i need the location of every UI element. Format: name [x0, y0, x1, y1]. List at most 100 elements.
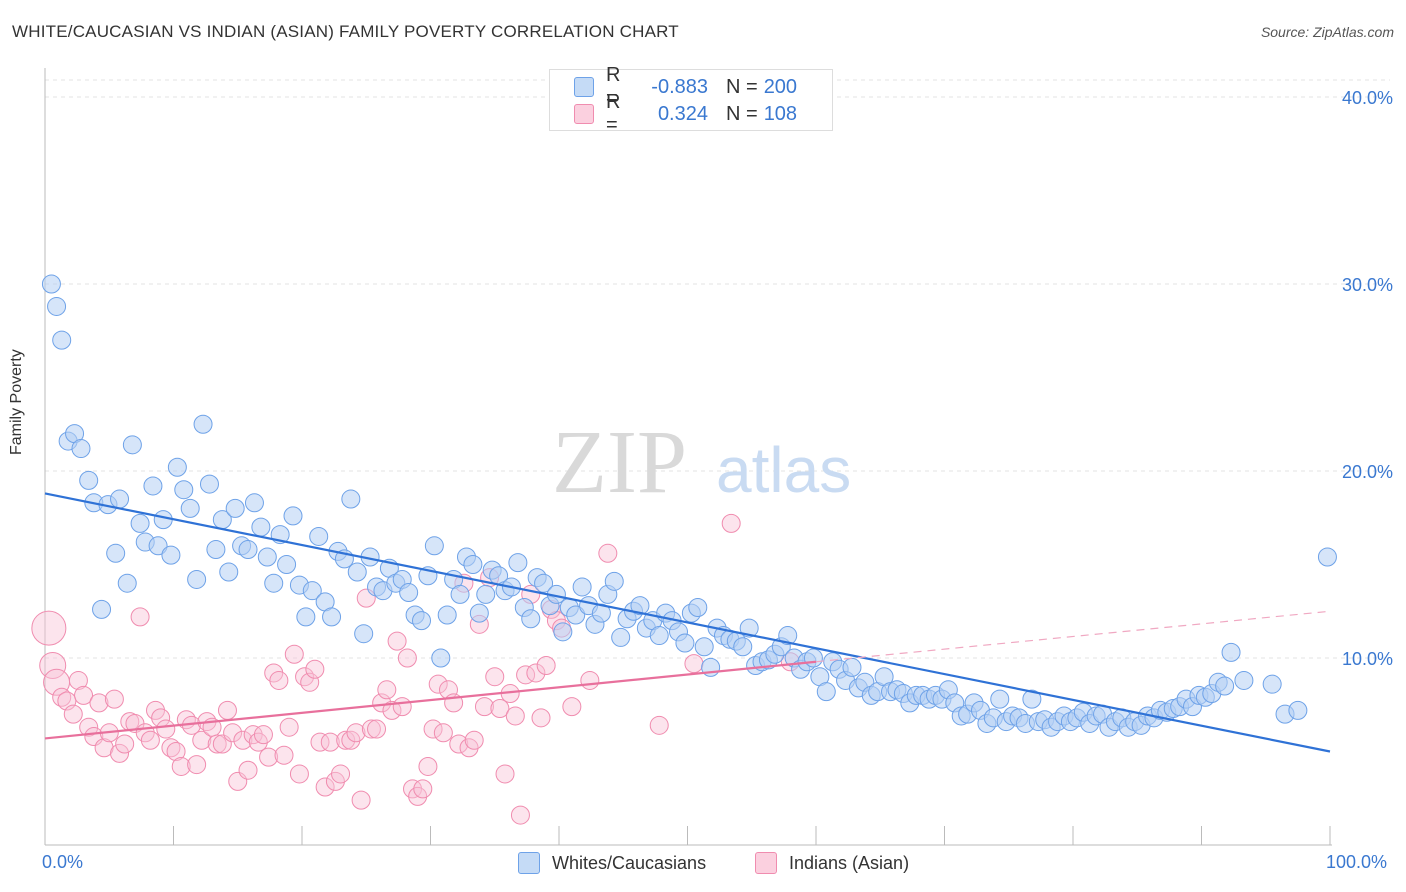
data-point	[238, 540, 258, 560]
y-tick-labels: 10.0% 20.0% 30.0% 40.0%	[1342, 88, 1393, 669]
data-point	[130, 513, 150, 533]
data-point	[217, 700, 237, 720]
data-point	[351, 790, 371, 810]
data-point	[284, 644, 304, 664]
data-point	[47, 296, 67, 316]
series-indians-points	[31, 513, 800, 825]
data-point	[675, 633, 695, 653]
data-point	[140, 730, 160, 750]
legend-label-indians: Indians (Asian)	[789, 852, 910, 873]
data-point	[223, 723, 243, 743]
watermark-atlas: atlas	[716, 434, 851, 506]
data-point	[778, 626, 798, 646]
data-point	[193, 414, 213, 434]
data-point	[305, 659, 325, 679]
data-point	[399, 583, 419, 603]
data-point	[156, 719, 176, 739]
data-point	[361, 719, 381, 739]
legend-row-indians: R = 0.324 N = 108	[574, 91, 797, 136]
data-point	[122, 435, 142, 455]
legend-item-whites: Whites/Caucasians	[518, 852, 706, 874]
data-point	[207, 734, 227, 754]
data-point	[387, 631, 407, 651]
legend-r-label: R =	[606, 64, 621, 109]
data-point	[1317, 547, 1337, 567]
data-point	[526, 663, 546, 683]
data-point	[428, 674, 448, 694]
data-point	[684, 654, 704, 674]
x-tick-label-max: 100.0%	[1326, 852, 1388, 872]
data-point	[649, 626, 669, 646]
trend-line-extension	[815, 610, 1331, 663]
data-point	[392, 697, 412, 717]
data-point	[143, 476, 163, 496]
data-point	[562, 697, 582, 717]
data-point	[161, 738, 181, 758]
data-point	[68, 670, 88, 690]
series-whites-points	[41, 274, 1337, 737]
data-point	[423, 719, 443, 739]
data-point	[92, 599, 112, 619]
data-point	[238, 760, 258, 780]
chart-title: WHITE/CAUCASIAN VS INDIAN (ASIAN) FAMILY…	[12, 22, 679, 41]
y-tick-label: 10.0%	[1342, 649, 1393, 669]
y-tick-label: 30.0%	[1342, 275, 1393, 295]
data-point	[424, 536, 444, 556]
legend-swatch-indians	[574, 104, 594, 124]
data-point	[463, 555, 483, 574]
data-point	[566, 605, 586, 625]
gridlines	[45, 79, 1390, 659]
data-point	[842, 657, 862, 677]
data-point	[382, 700, 402, 720]
data-point	[310, 732, 330, 752]
y-tick-label: 40.0%	[1342, 88, 1393, 108]
data-point	[431, 648, 451, 668]
data-point	[274, 745, 294, 765]
legend-item-indians: Indians (Asian)	[755, 852, 909, 874]
data-point	[418, 756, 438, 776]
data-point	[1234, 670, 1254, 690]
data-point	[302, 581, 322, 601]
data-point	[199, 474, 219, 494]
data-point	[153, 510, 173, 530]
legend-n-label: N =	[726, 75, 758, 98]
data-point	[104, 689, 124, 709]
data-point	[295, 667, 315, 687]
data-point	[192, 730, 212, 750]
data-point	[148, 536, 168, 556]
data-point	[739, 618, 759, 638]
data-point	[649, 715, 669, 735]
legend-row-whites: R = -0.883 N = 200	[574, 64, 797, 109]
legend-r-label: R =	[606, 91, 621, 136]
data-point	[347, 562, 367, 582]
data-point	[354, 624, 374, 644]
data-point	[264, 573, 284, 593]
data-point	[476, 584, 496, 604]
data-point	[464, 730, 484, 750]
source-label: Source: ZipAtlas.com	[1260, 24, 1394, 40]
data-point	[52, 687, 72, 707]
data-point	[251, 517, 271, 537]
axes	[44, 68, 1332, 846]
data-point	[187, 755, 207, 775]
data-point	[115, 734, 135, 754]
legend-label-whites: Whites/Caucasians	[552, 852, 707, 873]
data-point	[79, 470, 99, 490]
data-point	[130, 607, 150, 627]
data-point	[71, 439, 91, 459]
data-point	[336, 730, 356, 750]
data-point	[257, 547, 277, 567]
data-point	[803, 648, 823, 668]
data-point	[733, 637, 753, 657]
legend-n-label: N =	[726, 102, 758, 125]
data-point	[490, 698, 510, 718]
data-point	[1215, 676, 1235, 696]
data-point	[990, 689, 1010, 709]
trend-lines	[44, 492, 1331, 753]
data-point	[110, 743, 130, 763]
watermark-zip: ZIP	[552, 413, 687, 512]
data-point	[166, 742, 186, 761]
data-point	[433, 723, 453, 743]
data-point	[296, 607, 316, 627]
